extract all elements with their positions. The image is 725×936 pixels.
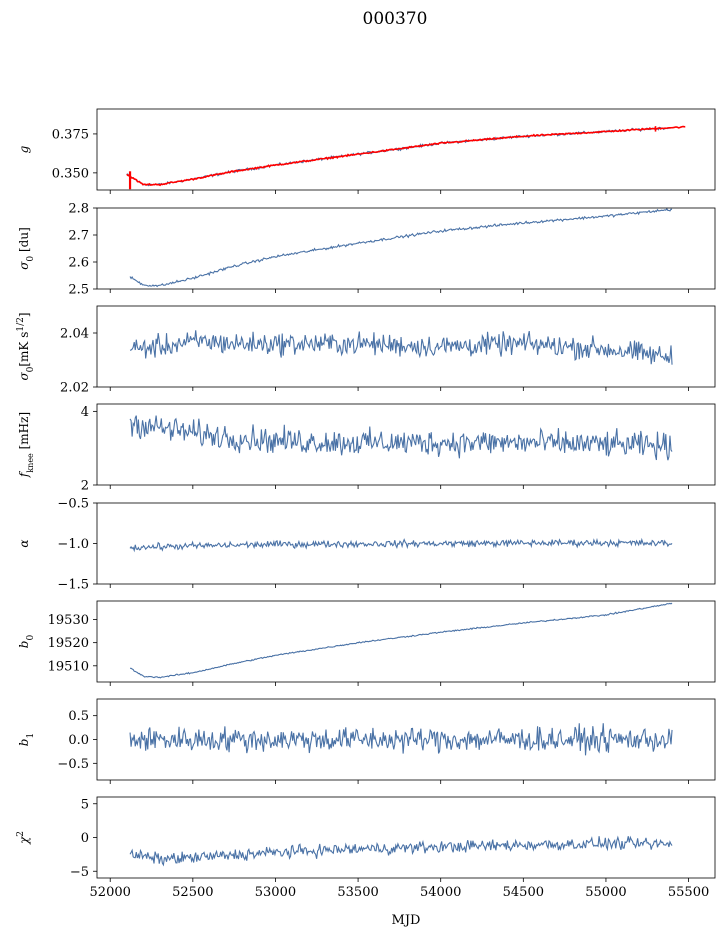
y-axis-label-b0: b0 [17, 635, 36, 649]
y-tick-label-sigma0_mk: 2.04 [60, 327, 89, 342]
y-axis-label-alpha: α [17, 539, 31, 547]
series-line-b0-0 [130, 602, 673, 679]
y-tick-label-g: 0.375 [52, 127, 89, 142]
y-axis-label-sigma0_mk: σ0[mK s1/2] [16, 312, 36, 380]
series-line-chi2-0 [129, 835, 673, 867]
x-tick-label: 55000 [585, 885, 626, 900]
x-tick-label: 53000 [255, 885, 296, 900]
x-axis-label: MJD [392, 913, 421, 928]
axes-frame-b0 [96, 600, 716, 683]
panel-g: 0.350 0.375 g [17, 108, 716, 194]
x-tick-label: 52000 [90, 885, 131, 900]
panels: 0.350 0.375 g 2.5 2.6 2.7 2.8 σ0 [du] 2.02 2.04 σ0… [16, 108, 716, 900]
y-axis-label-fknee: fknee [mHz] [17, 412, 35, 478]
series-line-sigma0_du-0 [129, 208, 673, 288]
y-tick-label-alpha: −0.5 [57, 497, 89, 512]
series-line-sigma0_mk-0 [129, 330, 673, 365]
panel-chi2: −5 0 5 52000 52500 53000 53500 54000 54500 55000 5… [16, 796, 716, 900]
panel-sigma0_mk: 2.02 2.04 σ0[mK s1/2] [16, 305, 716, 396]
panel-sigma0_du: 2.5 2.6 2.7 2.8 σ0 [du] [17, 202, 716, 298]
panel-alpha: −1.5 −1.0 −0.5 α [17, 497, 716, 593]
y-tick-label-alpha: −1.0 [57, 537, 89, 552]
y-tick-label-chi2: 5 [81, 797, 89, 812]
y-axis-label-b1: b1 [17, 733, 36, 746]
axes-frame-chi2 [96, 796, 716, 879]
figure-title: 000370 [363, 9, 428, 29]
axes-frame-sigma0_mk [96, 305, 716, 388]
y-tick-label-sigma0_mk: 2.02 [60, 381, 89, 396]
y-tick-label-sigma0_du: 2.7 [68, 229, 89, 244]
x-tick-label: 53500 [337, 885, 378, 900]
y-tick-label-b1: 0.0 [68, 733, 89, 748]
axes-frame-fknee [96, 403, 716, 486]
x-tick-label: 55500 [668, 885, 709, 900]
y-tick-label-chi2: −5 [70, 865, 89, 880]
panel-b0: 19510 19520 19530 b0 [17, 600, 716, 686]
panel-b1: −0.5 0.0 0.5 b1 [17, 698, 716, 784]
series-line-b1-0 [129, 723, 673, 756]
y-axis-label-g: g [17, 145, 31, 153]
y-tick-label-fknee: 2 [81, 479, 89, 494]
y-tick-label-sigma0_du: 2.6 [68, 256, 89, 271]
y-axis-label-sigma0_du: σ0 [du] [17, 227, 36, 270]
y-tick-label-alpha: −1.5 [57, 578, 89, 593]
panel-fknee: 2 4 fknee [mHz] [17, 403, 716, 494]
y-tick-label-b1: 0.5 [68, 709, 89, 724]
y-tick-label-fknee: 4 [81, 405, 89, 420]
axes-frame-sigma0_du [96, 207, 716, 290]
y-tick-label-b0: 19530 [48, 613, 89, 628]
y-tick-label-chi2: 0 [81, 831, 89, 846]
x-tick-label: 54000 [420, 885, 461, 900]
series-line-g-1 [126, 125, 686, 187]
x-tick-label: 54500 [503, 885, 544, 900]
y-tick-label-b0: 19510 [48, 659, 89, 674]
series-line-alpha-0 [129, 537, 673, 553]
y-tick-label-b0: 19520 [48, 636, 89, 651]
y-axis-label-chi2: χ2 [16, 831, 31, 845]
y-tick-label-g: 0.350 [52, 166, 89, 181]
axes-frame-g [96, 108, 716, 191]
y-tick-label-sigma0_du: 2.5 [68, 283, 89, 298]
y-tick-label-b1: −0.5 [57, 757, 89, 772]
series-line-fknee-0 [129, 415, 673, 461]
x-tick-label: 52500 [172, 885, 213, 900]
y-tick-label-sigma0_du: 2.8 [68, 202, 89, 217]
